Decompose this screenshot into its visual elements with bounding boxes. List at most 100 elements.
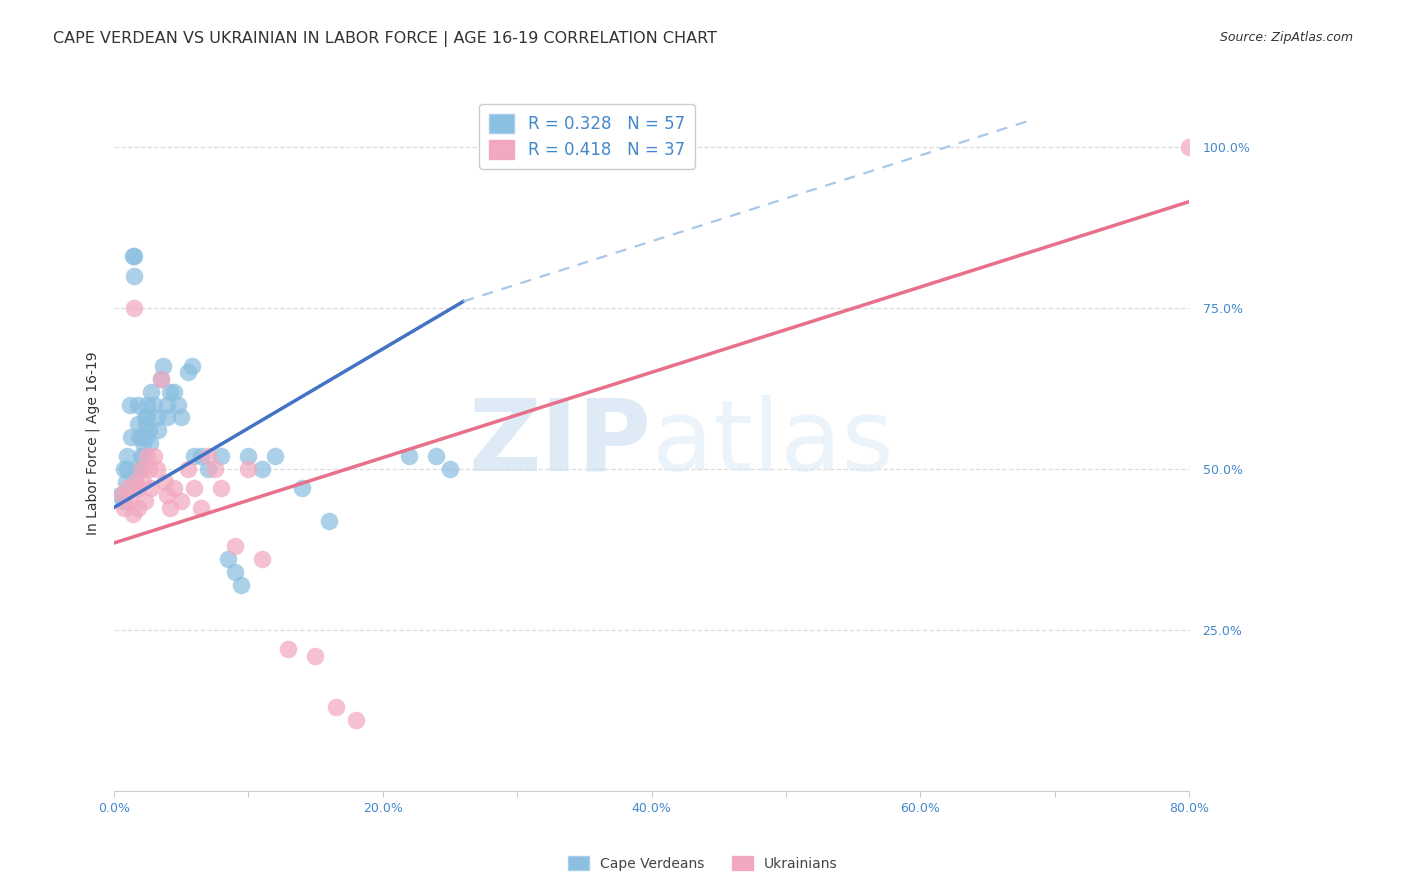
Point: [131, 430, 153, 444]
Point: [163, 481, 186, 495]
Point: [129, 449, 152, 463]
Point: [190, 449, 212, 463]
Legend: R = 0.328   N = 57, R = 0.418   N = 37: R = 0.328 N = 57, R = 0.418 N = 37: [479, 103, 695, 169]
Point: [167, 398, 190, 412]
Point: [110, 488, 132, 502]
Point: [156, 488, 179, 502]
Point: [224, 565, 246, 579]
Point: [120, 430, 142, 444]
Point: [135, 417, 157, 431]
Legend: Cape Verdeans, Ukrainians: Cape Verdeans, Ukrainians: [562, 850, 844, 876]
Point: [112, 494, 135, 508]
Point: [145, 462, 167, 476]
Point: [121, 249, 143, 263]
Point: [156, 398, 179, 412]
Point: [183, 481, 205, 495]
Point: [115, 481, 138, 495]
Point: [149, 372, 172, 386]
Text: CAPE VERDEAN VS UKRAINIAN IN LABOR FORCE | AGE 16-19 CORRELATION CHART: CAPE VERDEAN VS UKRAINIAN IN LABOR FORCE…: [53, 31, 717, 47]
Point: [209, 449, 232, 463]
Point: [122, 249, 145, 263]
Point: [197, 462, 219, 476]
Point: [111, 488, 134, 502]
Point: [127, 481, 149, 495]
Point: [138, 423, 160, 437]
Point: [127, 417, 149, 431]
Point: [156, 410, 179, 425]
Point: [129, 462, 152, 476]
Point: [236, 462, 259, 476]
Point: [250, 552, 273, 566]
Point: [152, 359, 174, 373]
Point: [325, 700, 347, 714]
Point: [143, 449, 166, 463]
Point: [318, 514, 340, 528]
Point: [159, 384, 181, 399]
Point: [132, 475, 155, 489]
Point: [425, 449, 447, 463]
Point: [170, 494, 193, 508]
Y-axis label: In Labor Force | Age 16-19: In Labor Force | Age 16-19: [86, 351, 100, 535]
Point: [136, 410, 159, 425]
Point: [344, 713, 367, 727]
Point: [146, 423, 169, 437]
Point: [122, 301, 145, 315]
Point: [145, 410, 167, 425]
Point: [149, 372, 172, 386]
Point: [197, 449, 219, 463]
Point: [190, 500, 212, 515]
Point: [204, 462, 226, 476]
Text: ZIP: ZIP: [468, 395, 651, 491]
Point: [136, 398, 159, 412]
Point: [163, 384, 186, 399]
Point: [291, 481, 314, 495]
Point: [180, 359, 202, 373]
Point: [127, 398, 149, 412]
Point: [115, 449, 138, 463]
Point: [159, 500, 181, 515]
Point: [224, 539, 246, 553]
Point: [122, 268, 145, 283]
Point: [170, 410, 193, 425]
Point: [139, 436, 162, 450]
Point: [134, 410, 156, 425]
Point: [176, 365, 198, 379]
Point: [398, 449, 420, 463]
Point: [121, 507, 143, 521]
Point: [304, 648, 326, 663]
Point: [277, 642, 299, 657]
Point: [176, 462, 198, 476]
Point: [264, 449, 287, 463]
Text: Source: ZipAtlas.com: Source: ZipAtlas.com: [1219, 31, 1353, 45]
Point: [141, 384, 163, 399]
Point: [115, 462, 138, 476]
Point: [128, 430, 150, 444]
Point: [127, 500, 149, 515]
Point: [129, 462, 152, 476]
Point: [217, 552, 239, 566]
Point: [136, 449, 159, 463]
Point: [124, 475, 146, 489]
Point: [141, 481, 163, 495]
Point: [132, 436, 155, 450]
Point: [231, 578, 253, 592]
Point: [134, 494, 156, 508]
Point: [439, 462, 461, 476]
Point: [153, 475, 176, 489]
Point: [118, 494, 141, 508]
Point: [125, 462, 148, 476]
Point: [1178, 140, 1201, 154]
Point: [118, 398, 141, 412]
Point: [138, 462, 160, 476]
Point: [135, 430, 157, 444]
Point: [183, 449, 205, 463]
Point: [143, 398, 166, 412]
Point: [236, 449, 259, 463]
Text: atlas: atlas: [651, 395, 893, 491]
Point: [124, 475, 146, 489]
Point: [114, 475, 136, 489]
Point: [132, 449, 155, 463]
Point: [209, 481, 232, 495]
Point: [250, 462, 273, 476]
Point: [114, 462, 136, 476]
